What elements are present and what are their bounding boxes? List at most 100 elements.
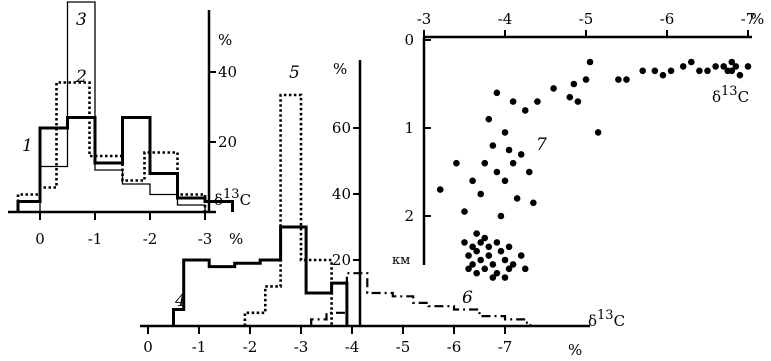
scatter-point	[489, 142, 497, 149]
scatter-point	[521, 107, 529, 114]
scatter-point	[473, 269, 480, 277]
panel-b-y-unit: %	[333, 60, 347, 78]
panel-b-y-ticks: 20 40 60	[332, 119, 360, 269]
panel-b-x-tick-label: -2	[243, 338, 258, 356]
scatter-point	[744, 63, 752, 70]
panel-a-x-tick-label: -3	[198, 230, 213, 248]
scatter-point	[586, 58, 594, 66]
scatter-point	[469, 177, 476, 185]
panel-b-series	[172, 93, 532, 326]
panel-a-series	[16, 1, 234, 213]
scatter-point	[461, 239, 468, 246]
panel-c-y-ticks: 0 1 2	[404, 31, 431, 225]
panel-b-x-tick-label: -4	[345, 338, 360, 356]
scatter-point	[501, 274, 509, 281]
panel-c-x-tick-label: -7	[741, 10, 756, 28]
scatter-point	[489, 274, 497, 281]
scatter-point	[615, 76, 622, 83]
scatter-point	[477, 190, 485, 198]
scatter-point	[493, 168, 501, 176]
scatter-point	[582, 76, 590, 83]
panel-a-x-ticks: 0 -1 -2 -3	[35, 212, 212, 248]
panel-c-x-tick-label: -5	[579, 10, 594, 28]
scatter-point	[485, 243, 493, 251]
scatter-point	[501, 129, 509, 136]
scatter-point	[469, 261, 476, 268]
panel-a-y-tick-label: 40	[218, 63, 237, 81]
scatter-point	[696, 67, 703, 75]
panel-c-x-tick-label: -4	[498, 10, 513, 28]
scatter-point	[481, 234, 489, 242]
scatter-point	[461, 208, 468, 215]
scatter-point	[481, 265, 489, 273]
scatter-point	[453, 159, 460, 167]
scatter-point	[534, 98, 541, 105]
panel-c-x-tick-label: -6	[660, 10, 675, 28]
scatter-point	[477, 256, 485, 264]
panel-b-x-tick-label: 0	[143, 338, 153, 356]
scatter-point	[436, 186, 444, 193]
scatter-point	[724, 67, 732, 75]
panel-b-series-5-step	[243, 93, 333, 326]
scatter-point	[497, 212, 505, 220]
panel-a-x-tick-label: 0	[35, 230, 45, 248]
panel-a-x-tick-label: -1	[88, 230, 103, 248]
scatter-point	[521, 265, 529, 273]
scatter-point	[720, 63, 727, 70]
scatter-point	[501, 256, 509, 264]
panel-a-series-1-step	[16, 116, 234, 212]
panel-a-series-3-step	[18, 1, 206, 213]
panel-c-points	[436, 58, 752, 281]
series-label-7: 7	[536, 135, 547, 155]
scatter-point	[526, 168, 533, 176]
scatter-point	[493, 239, 501, 246]
panel-c-y-tick-label: 1	[404, 119, 414, 137]
scatter-point	[704, 67, 711, 75]
panel-a-x-tick-label: -2	[143, 230, 158, 248]
scatter-point	[517, 151, 525, 158]
scatter-point	[574, 98, 582, 105]
scatter-point	[550, 85, 557, 92]
panel-b-x-label: δ13C	[588, 308, 625, 330]
scatter-point	[530, 199, 537, 207]
panel-c-x-tick-label: -3	[417, 10, 432, 28]
panel-a-y-tick-label: 20	[218, 133, 237, 151]
panel-b-x-ticks: 0 -1 -2 -3 -4 -5 -6 -7	[143, 326, 512, 356]
scatter-point	[651, 67, 659, 75]
scatter-point	[736, 71, 744, 79]
scatter-point	[465, 252, 472, 259]
panel-a-y-unit: %	[218, 31, 232, 49]
scatter-point	[501, 177, 509, 185]
scatter-point	[493, 269, 501, 277]
scatter-point	[485, 115, 493, 123]
panel-b-series-6-step	[310, 272, 532, 326]
series-label-1: 1	[22, 136, 33, 156]
series-label-3: 3	[76, 10, 87, 30]
scatter-point	[469, 243, 476, 251]
panel-a-series-2-step	[16, 81, 207, 212]
scatter-point	[639, 67, 646, 75]
panel-b-x-tick-label: -1	[192, 338, 207, 356]
scatter-point	[679, 63, 687, 70]
panel-c-y-tick-label: 2	[404, 207, 414, 225]
scatter-point	[485, 252, 493, 259]
scatter-point	[594, 129, 602, 136]
scatter-point	[497, 247, 505, 255]
panel-b-y-tick-label: 40	[332, 185, 351, 203]
scatter-point	[481, 159, 489, 167]
scatter-point	[505, 265, 513, 273]
panel-b-series-4-step	[172, 225, 349, 326]
scatter-point	[566, 93, 574, 101]
panel-c-y-unit: км	[392, 253, 410, 268]
scatter-point	[659, 71, 667, 79]
scatter-point	[505, 243, 513, 251]
panel-c-x-unit: %	[750, 10, 764, 28]
scatter-point	[513, 195, 521, 202]
panel-b-y-tick-label: 20	[332, 251, 351, 269]
scatter-point	[489, 261, 497, 268]
scatter-point	[728, 58, 736, 66]
